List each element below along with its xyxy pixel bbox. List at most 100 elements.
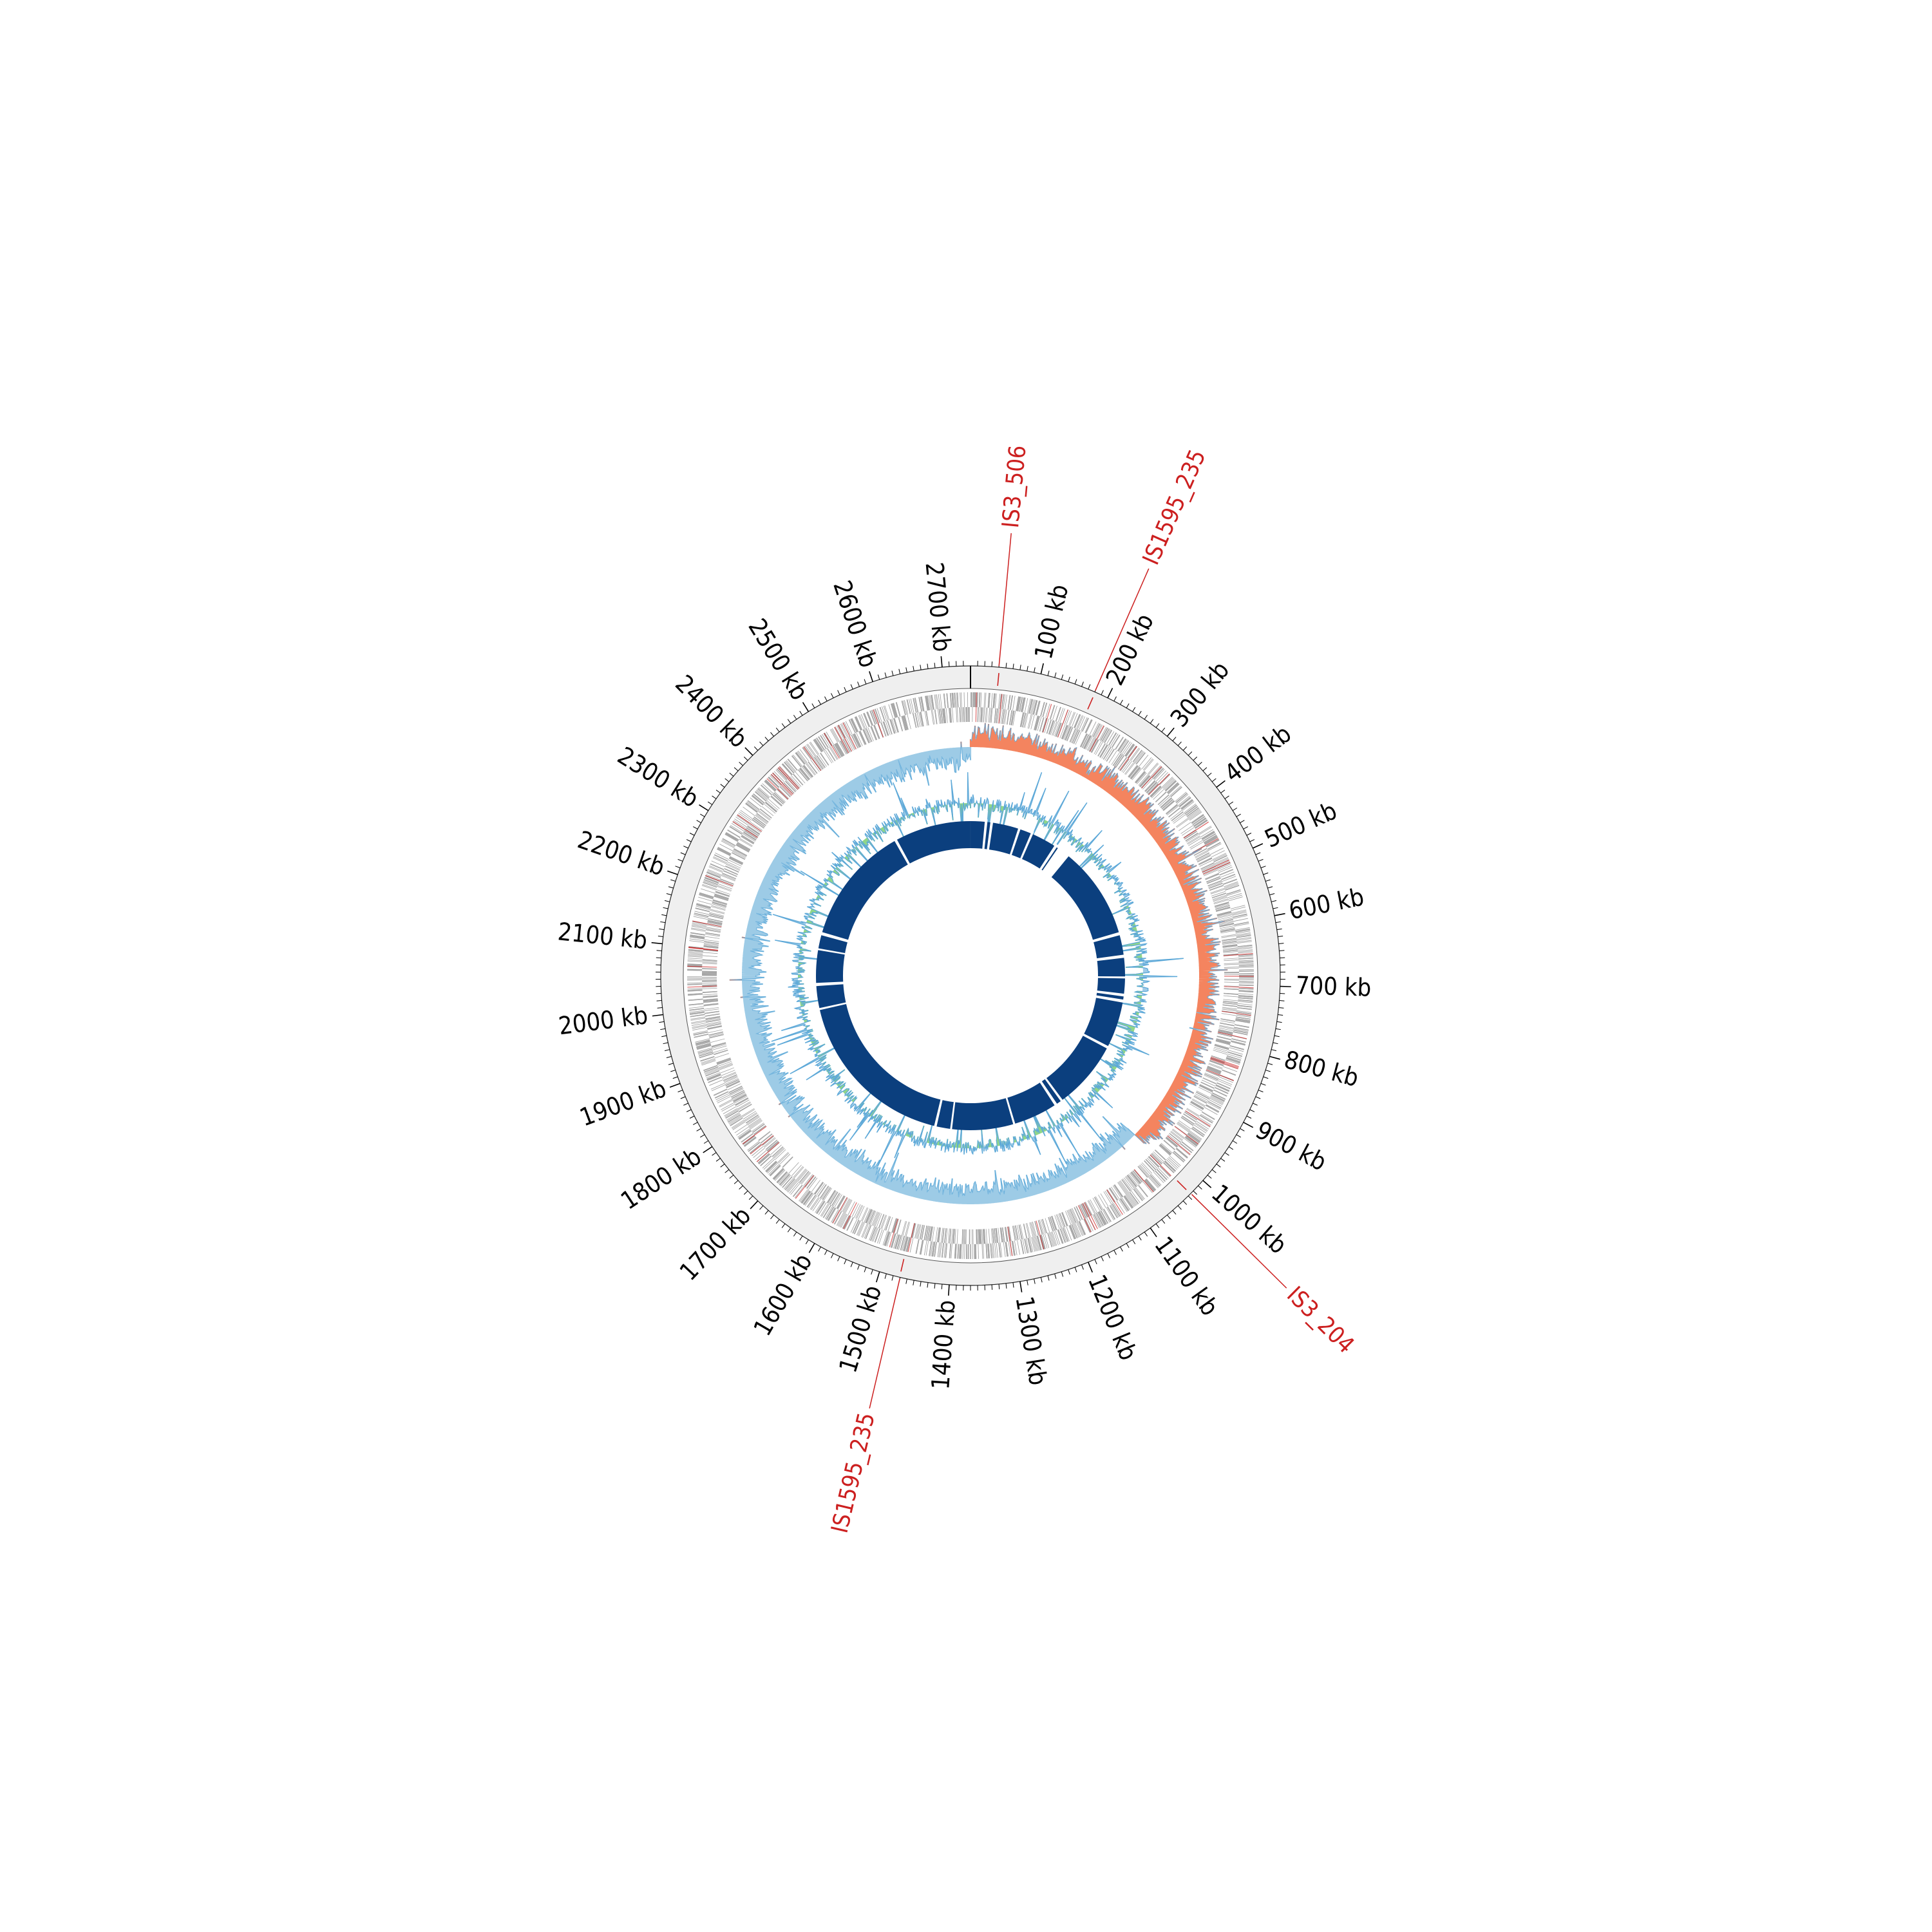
gene-feature — [747, 1116, 760, 1126]
gene-feature — [831, 1209, 840, 1224]
rna-feature — [1174, 1126, 1199, 1144]
minor-tick — [1120, 1246, 1123, 1252]
gene-feature — [1216, 860, 1230, 867]
gene-feature — [1027, 1223, 1031, 1238]
tick-label: 2200 kb — [574, 826, 668, 882]
gene-feature — [990, 1243, 992, 1258]
minor-tick — [864, 679, 867, 685]
is-element-label: IS1595_235 — [827, 1410, 880, 1536]
gene-feature — [1074, 1223, 1081, 1238]
gene-feature — [694, 913, 709, 917]
gene-feature — [887, 1217, 893, 1231]
rna-feature — [1084, 1202, 1098, 1229]
gene-feature — [719, 844, 733, 851]
gene-feature — [1052, 1215, 1057, 1230]
gene-feature — [743, 806, 755, 816]
gene-feature — [1067, 1209, 1074, 1224]
gene-feature — [1207, 1066, 1222, 1072]
gene-feature — [951, 692, 953, 708]
gene-feature — [970, 1244, 971, 1260]
gene-feature — [1199, 1084, 1213, 1092]
gene-feature — [736, 1099, 750, 1108]
gene-feature — [952, 707, 954, 723]
gene-feature — [702, 978, 717, 979]
gene-feature — [896, 1219, 902, 1235]
gene-feature — [1223, 953, 1238, 956]
gene-feature — [721, 839, 735, 848]
gene-feature — [1002, 709, 1005, 724]
gene-feature — [1154, 1150, 1166, 1161]
gene-feature — [1074, 1207, 1081, 1221]
gene-feature — [1193, 1124, 1207, 1133]
rna-feature — [1150, 1154, 1171, 1177]
gene-feature — [1181, 800, 1193, 810]
gene-feature — [1041, 1218, 1047, 1234]
minor-tick — [905, 1278, 907, 1284]
gene-feature — [990, 693, 993, 708]
minor-tick — [666, 1056, 672, 1058]
gene-feature — [823, 750, 833, 764]
gene-feature — [1215, 906, 1231, 911]
gene-feature — [754, 791, 766, 802]
gene-feature — [1188, 838, 1202, 846]
gene-feature — [1219, 1026, 1234, 1030]
gene-feature — [851, 718, 858, 733]
gene-feature — [1148, 783, 1159, 795]
gene-feature — [1120, 1180, 1130, 1193]
gene-feature — [853, 734, 860, 748]
major-tick — [652, 1014, 663, 1017]
gene-feature — [699, 892, 714, 898]
gene-feature — [884, 1216, 889, 1231]
gene-feature — [706, 929, 721, 933]
gene-feature — [1047, 1233, 1052, 1247]
gene-feature — [1139, 775, 1150, 787]
gene-feature — [1237, 944, 1253, 947]
gene-feature — [720, 1067, 734, 1074]
gene-feature — [800, 1172, 811, 1185]
gene-feature — [687, 959, 703, 961]
gene-feature — [853, 1204, 861, 1218]
rna-feature — [692, 920, 722, 927]
gene-feature — [817, 1184, 827, 1197]
tick-label: 200 kb — [1101, 609, 1160, 690]
gene-feature — [1211, 891, 1226, 896]
gene-feature — [1224, 967, 1239, 969]
gene-feature — [702, 985, 717, 986]
gene-feature — [1189, 840, 1203, 848]
gene-feature — [1208, 1063, 1223, 1068]
gene-feature — [1042, 1218, 1047, 1233]
minor-tick — [927, 663, 929, 669]
minor-tick — [1177, 741, 1182, 746]
gene-feature — [941, 1242, 944, 1258]
gene-feature — [1093, 723, 1101, 737]
minor-tick — [1081, 1264, 1084, 1270]
gene-feature — [1126, 1175, 1137, 1188]
gene-feature — [1123, 743, 1132, 755]
gene-feature — [848, 719, 856, 734]
gene-feature — [925, 696, 929, 711]
gene-feature — [687, 970, 703, 971]
gene-feature — [725, 1110, 739, 1119]
gene-feature — [1121, 1197, 1131, 1210]
gene-feature — [1103, 729, 1111, 743]
gene-feature — [691, 1021, 706, 1025]
gene-feature — [1166, 1136, 1179, 1147]
gene-feature — [1214, 1045, 1229, 1050]
gene-feature — [714, 894, 729, 899]
gene-feature — [938, 1227, 941, 1243]
gene-feature — [1023, 1224, 1027, 1238]
gene-feature — [1209, 1097, 1224, 1104]
gene-feature — [1151, 1153, 1162, 1164]
gene-feature — [992, 1228, 994, 1244]
minor-tick — [1193, 1190, 1198, 1195]
gene-feature — [703, 946, 719, 949]
gene-feature — [914, 697, 919, 713]
gene-feature — [864, 713, 870, 727]
major-tick — [703, 1146, 713, 1153]
gene-feature — [1018, 696, 1021, 712]
gene-feature — [1155, 1150, 1166, 1160]
gene-feature — [1187, 808, 1200, 817]
gene-feature — [1048, 720, 1054, 735]
gene-feature — [703, 880, 718, 886]
gene-feature — [753, 793, 765, 804]
